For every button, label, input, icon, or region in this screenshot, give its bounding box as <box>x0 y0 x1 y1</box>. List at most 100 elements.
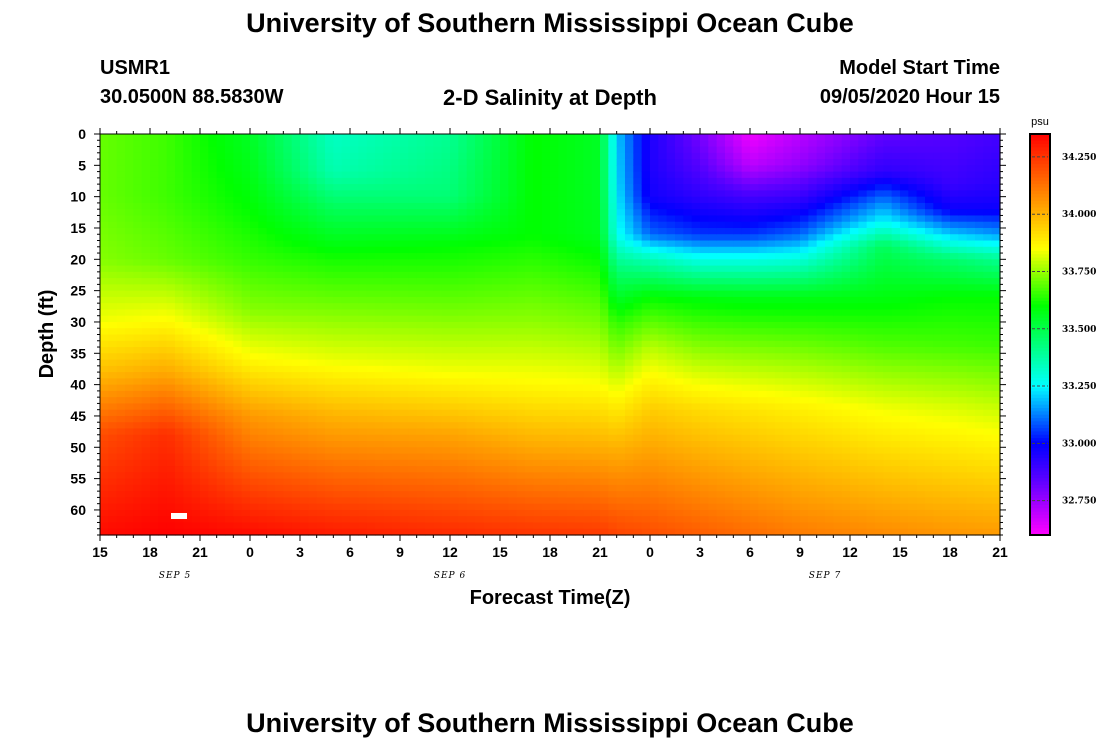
heatmap-cell <box>333 234 343 242</box>
heatmap-cell <box>441 278 451 285</box>
heatmap-cell <box>100 240 109 248</box>
heatmap-cell <box>425 190 434 198</box>
heatmap-cell <box>575 184 584 191</box>
heatmap-cell <box>608 328 618 336</box>
heatmap-cell <box>291 215 301 223</box>
heatmap-cell <box>700 390 709 398</box>
heatmap-cell <box>591 278 601 285</box>
heatmap-cell <box>375 459 384 467</box>
heatmap-cell <box>150 190 159 198</box>
heatmap-cell <box>658 184 668 191</box>
heatmap-cell <box>491 347 501 354</box>
heatmap-cell <box>358 140 368 148</box>
heatmap-cell <box>675 284 684 292</box>
heatmap-cell <box>150 140 159 148</box>
heatmap-cell <box>708 378 718 386</box>
heatmap-cell <box>666 509 676 517</box>
heatmap-cell <box>408 234 418 242</box>
heatmap-cell <box>258 447 268 455</box>
heatmap-cell <box>300 365 309 373</box>
heatmap-cell <box>616 171 626 179</box>
heatmap-cell <box>275 378 284 386</box>
heatmap-cell <box>183 347 193 354</box>
heatmap-cell <box>491 484 501 492</box>
heatmap-cell <box>183 202 193 210</box>
heatmap-cell <box>516 190 526 198</box>
heatmap-cell <box>333 497 343 505</box>
heatmap-cell <box>325 522 334 530</box>
heatmap-cell <box>241 303 251 311</box>
heatmap-cell <box>675 384 684 392</box>
heatmap-cell <box>725 284 734 292</box>
heatmap-cell <box>108 397 118 405</box>
heatmap-cell <box>150 522 159 530</box>
heatmap-cell <box>700 415 709 423</box>
heatmap-cell <box>733 447 743 455</box>
heatmap-cell <box>683 134 693 141</box>
heatmap-cell <box>516 296 526 304</box>
heatmap-cell <box>516 246 526 254</box>
heatmap-cell <box>108 184 118 191</box>
heatmap-cell <box>466 184 476 191</box>
heatmap-cell <box>475 290 484 298</box>
heatmap-cell <box>141 390 151 398</box>
heatmap-cell <box>616 159 626 166</box>
heatmap-cell <box>716 278 726 285</box>
heatmap-cell <box>633 484 643 492</box>
heatmap-cell <box>675 478 684 486</box>
heatmap-cell <box>658 315 668 323</box>
heatmap-cell <box>291 152 301 160</box>
heatmap-cell <box>250 146 259 154</box>
heatmap-cell <box>616 284 626 292</box>
heatmap-cell <box>616 259 626 267</box>
heatmap-cell <box>141 397 151 405</box>
heatmap-cell <box>691 516 701 524</box>
heatmap-cell <box>141 227 151 235</box>
heatmap-cell <box>625 378 634 386</box>
heatmap-cell <box>300 209 309 217</box>
heatmap-cell <box>200 441 209 448</box>
heatmap-cell <box>150 353 159 361</box>
heatmap-cell <box>700 509 709 517</box>
heatmap-cell <box>433 409 443 417</box>
heatmap-cell <box>475 441 484 448</box>
heatmap-cell <box>208 347 218 354</box>
heatmap-cell <box>358 221 368 229</box>
heatmap-cell <box>158 384 168 392</box>
heatmap-cell <box>541 334 551 342</box>
heatmap-cell <box>741 441 751 448</box>
heatmap-cell <box>708 171 718 179</box>
heatmap-cell <box>425 265 434 273</box>
heatmap-cell <box>233 202 243 210</box>
heatmap-cell <box>316 209 326 217</box>
heatmap-cell <box>508 497 518 505</box>
heatmap-cell <box>500 190 509 198</box>
heatmap-cell <box>108 378 118 386</box>
heatmap-cell <box>408 447 418 455</box>
heatmap-cell <box>633 190 643 198</box>
heatmap-cell <box>733 159 743 166</box>
heatmap-cell <box>141 403 151 411</box>
heatmap-cell <box>641 397 651 405</box>
heatmap-cell <box>491 321 501 329</box>
heatmap-cell <box>466 196 476 204</box>
heatmap-cell <box>416 484 426 492</box>
heatmap-cell <box>333 134 343 141</box>
heatmap-cell <box>633 522 643 530</box>
heatmap-cell <box>600 403 609 411</box>
heatmap-cell <box>141 196 151 204</box>
heatmap-cell <box>658 528 668 536</box>
heatmap-cell <box>475 171 484 179</box>
heatmap-cell <box>158 265 168 273</box>
heatmap-cell <box>250 359 259 367</box>
heatmap-cell <box>650 221 659 229</box>
heatmap-cell <box>508 159 518 166</box>
heatmap-cell <box>250 165 259 173</box>
heatmap-cell <box>100 315 109 323</box>
heatmap-cell <box>708 259 718 267</box>
heatmap-cell <box>425 378 434 386</box>
heatmap-cell <box>300 278 309 285</box>
heatmap-cell <box>416 365 426 373</box>
heatmap-cell <box>583 171 593 179</box>
heatmap-cell <box>583 372 593 379</box>
